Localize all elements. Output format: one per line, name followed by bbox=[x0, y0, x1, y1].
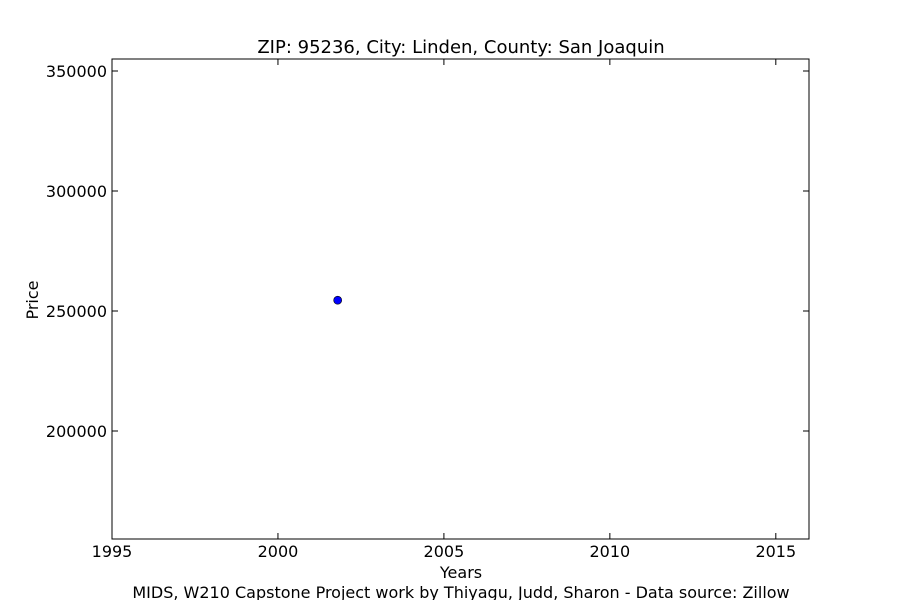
y-tick-label: 250000 bbox=[46, 302, 107, 321]
x-tick-label: 2005 bbox=[424, 542, 465, 561]
x-tick-label: 2000 bbox=[258, 542, 299, 561]
plot-area bbox=[111, 58, 810, 540]
x-tick-label: 1995 bbox=[92, 542, 133, 561]
data-points bbox=[333, 295, 342, 305]
y-tick-label: 350000 bbox=[46, 62, 107, 81]
y-axis-ticks: 200000 250000 300000 350000 bbox=[46, 62, 809, 441]
x-tick-label: 2010 bbox=[589, 542, 630, 561]
y-tick-label: 200000 bbox=[46, 422, 107, 441]
y-tick-label: 300000 bbox=[46, 182, 107, 201]
x-axis-label: Years bbox=[439, 563, 482, 582]
chart-title: ZIP: 95236, City: Linden, County: San Jo… bbox=[257, 37, 664, 58]
x-tick-label: 2015 bbox=[755, 542, 796, 561]
x-axis-ticks: 1995 2000 2005 2010 2015 bbox=[92, 59, 796, 561]
y-axis-label: Price bbox=[23, 280, 42, 319]
footer-credit: MIDS, W210 Capstone Project work by Thiy… bbox=[132, 583, 789, 600]
data-point bbox=[333, 295, 342, 305]
